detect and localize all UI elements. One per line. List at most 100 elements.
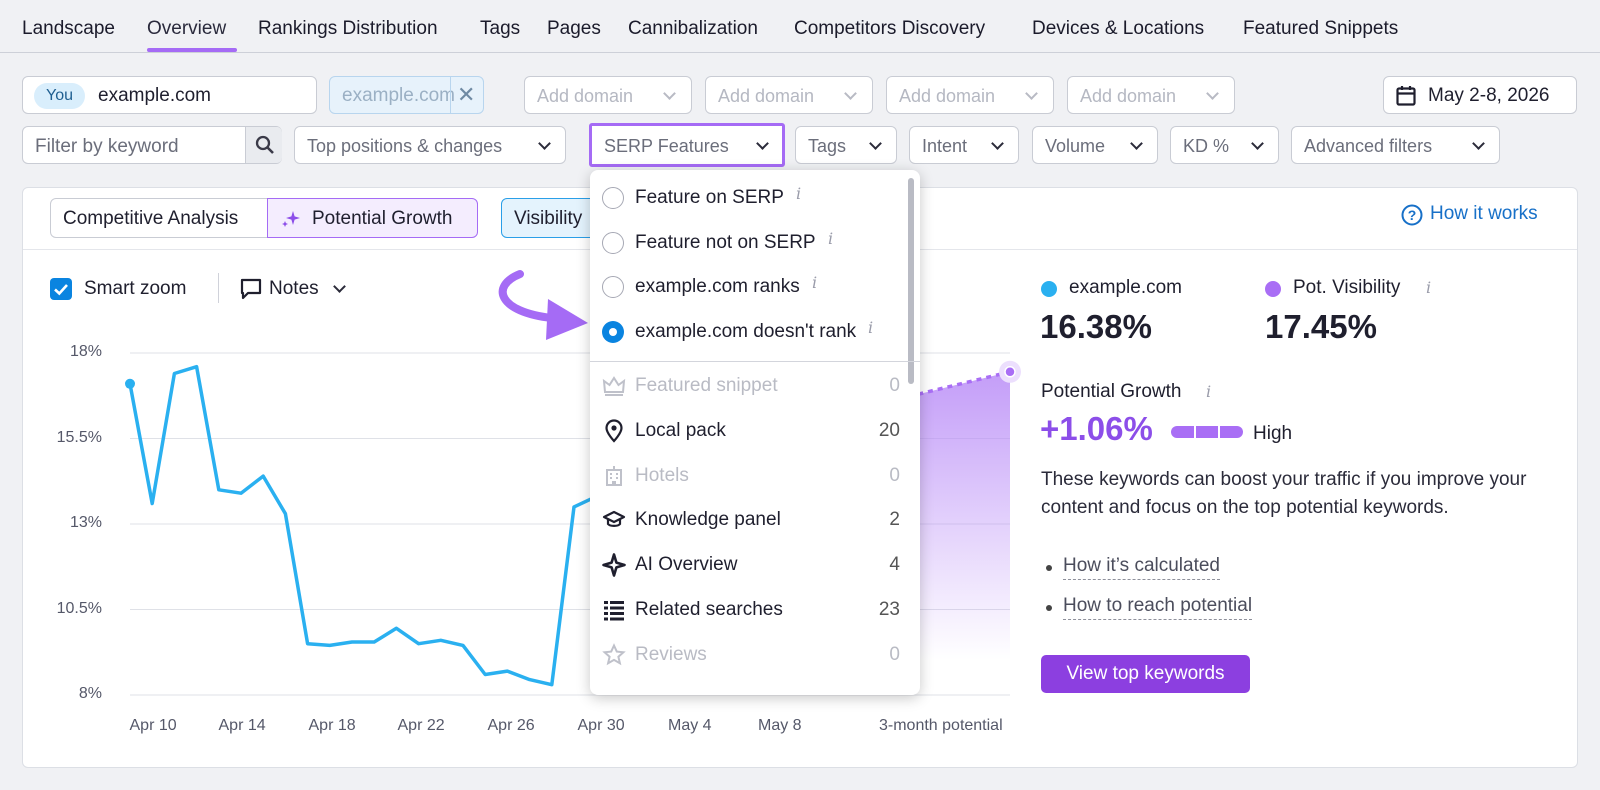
help-icon: ? [1401,204,1423,226]
view-top-keywords-button[interactable]: View top keywords [1041,655,1250,693]
info-icon[interactable]: i [812,273,818,292]
pointer-arrow-icon [498,270,588,340]
remove-domain-icon[interactable]: ✕ [457,82,476,107]
serp-radio-option[interactable]: example.com doesn't rank i [590,318,910,346]
info-icon[interactable]: i [828,228,834,248]
potential-growth-value: +1.06% [1040,410,1153,447]
tab-competitors-discovery[interactable]: Competitors Discovery [794,18,986,39]
tab-featured-snippets[interactable]: Featured Snippets [1243,18,1399,39]
visibility-line [128,364,597,687]
search-button[interactable] [245,127,282,163]
potential-growth-toggle[interactable]: Potential Growth [267,198,478,238]
serp-features-filter[interactable]: SERP Features [589,123,785,167]
serp-feature-item[interactable]: Related searches 23 [590,596,920,626]
positions-filter[interactable]: Top positions & changes [294,126,566,164]
add-domain-dropdown-1[interactable]: Add domain [524,76,692,114]
x-tick-label: May 8 [758,717,802,734]
serp-radio-option[interactable]: example.com ranks i [590,273,910,301]
divider [450,77,451,113]
menu-scrollbar[interactable] [908,178,914,384]
serp-feature-item[interactable]: Knowledge panel 2 [590,506,920,536]
serp-feature-label: Knowledge panel [635,509,781,531]
primary-domain-value: example.com [98,85,211,106]
check-icon [54,284,68,296]
add-domain-dropdown-2[interactable]: Add domain [705,76,873,114]
y-tick-label: 10.5% [56,599,102,617]
volume-filter[interactable]: Volume [1032,126,1158,164]
x-tick-label: Apr 14 [218,717,266,734]
serp-feature-item[interactable]: AI Overview 4 [590,551,920,581]
tab-devices-locations[interactable]: Devices & Locations [1032,18,1205,39]
tab-overview[interactable]: Overview [147,18,227,39]
hotel-icon [606,465,622,486]
tab-landscape[interactable]: Landscape [22,18,115,39]
radio-button[interactable] [602,276,624,298]
radio-button[interactable] [602,187,624,209]
potential-point[interactable] [1004,366,1016,378]
serp-feature-label: Featured snippet [635,375,778,396]
data-point-start[interactable] [125,378,135,389]
tab-pages[interactable]: Pages [547,18,601,39]
you-badge: You [34,83,85,109]
info-icon[interactable]: i [1426,278,1432,297]
tags-filter[interactable]: Tags [795,126,897,164]
serp-feature-label: Hotels [635,464,689,486]
primary-domain-field[interactable]: You example.com [22,76,317,114]
radio-button[interactable] [602,231,624,254]
active-tab-indicator [147,48,237,52]
how-it-works-link[interactable]: ? How it works [1401,203,1538,226]
add-domain-dropdown-4[interactable]: Add domain [1067,76,1235,114]
radio-selected[interactable] [602,320,624,343]
how-calculated-link[interactable]: How it’s calculated [1063,555,1221,580]
serp-radio-label: example.com doesn't rank [635,320,857,342]
list-icon [604,601,624,621]
serp-feature-item: Reviews 0 [590,641,920,671]
intent-filter[interactable]: Intent [909,126,1019,164]
domain-legend-label: example.com [1069,277,1182,298]
tab-cannibalization[interactable]: Cannibalization [628,18,758,39]
how-to-reach-link[interactable]: How to reach potential [1063,595,1253,620]
potential-description: These keywords can boost your traffic if… [1041,469,1527,518]
notes-dropdown[interactable]: Notes [240,276,360,302]
tab-rankings-distribution[interactable]: Rankings Distribution [258,18,438,39]
growth-level-bar [1171,426,1244,438]
add-domain-dropdown-3[interactable]: Add domain [886,76,1054,114]
x-tick-label: May 4 [668,717,712,734]
svg-text:?: ? [1408,207,1417,223]
x-tick-label: Apr 22 [397,717,445,734]
potential-legend-dot [1265,281,1281,297]
serp-feature-item: Hotels 0 [590,462,920,492]
serp-radio-option[interactable]: Feature not on SERP i [590,229,910,257]
serp-feature-label: Reviews [635,643,707,665]
serp-feature-count: 2 [889,509,900,531]
menu-divider [590,361,920,362]
potential-legend-label: Pot. Visibility [1293,277,1401,298]
serp-feature-item[interactable]: Local pack 20 [590,417,920,447]
date-range-picker[interactable]: May 2-8, 2026 [1383,76,1577,114]
map-pin-icon [605,419,623,443]
y-tick-label: 18% [69,343,102,360]
crown-icon [602,376,626,396]
potential-growth-label: Potential Growth [1041,381,1182,402]
info-icon[interactable]: i [796,184,802,203]
info-icon[interactable]: i [868,317,874,337]
serp-features-menu: Feature on SERP i Feature not on SERP i ex… [590,170,920,695]
serp-feature-label: Related searches [635,599,783,620]
note-icon [240,278,262,300]
search-icon [255,135,274,154]
advanced-filters[interactable]: Advanced filters [1291,126,1500,164]
report-tabs: Landscape Overview Rankings Distribution… [0,0,1600,53]
tab-tags[interactable]: Tags [480,18,521,39]
kd-filter[interactable]: KD % [1170,126,1279,164]
date-range-value: May 2-8, 2026 [1428,85,1550,106]
serp-radio-label: Feature not on SERP [635,231,816,253]
x-tick-label: Apr 10 [129,717,177,734]
serp-feature-count: 0 [889,375,900,396]
star-icon [602,642,626,666]
competitor-domain-field[interactable]: example.com ✕ [329,76,484,114]
serp-radio-option[interactable]: Feature on SERP i [590,184,910,212]
info-icon[interactable]: i [1206,382,1212,401]
smart-zoom-checkbox[interactable] [50,278,72,300]
keyword-filter-input[interactable]: Filter by keyword [35,136,179,157]
graduation-cap-icon [602,511,626,528]
